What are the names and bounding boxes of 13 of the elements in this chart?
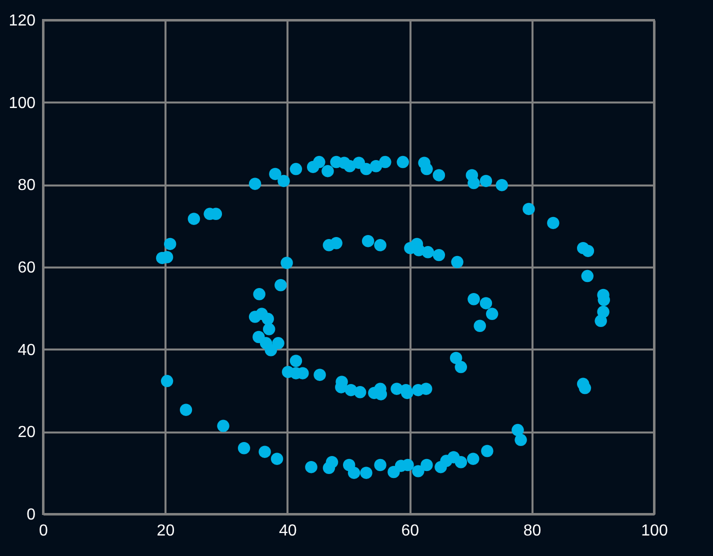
y-tick-label: 20: [18, 424, 36, 442]
y-tick-label: 120: [8, 12, 36, 30]
x-tick-label: 0: [39, 522, 48, 540]
x-tick-label: 80: [523, 522, 542, 540]
x-tick-label: 60: [401, 522, 420, 540]
x-tick-label: 100: [641, 522, 668, 540]
x-tick-label: 40: [279, 522, 297, 540]
y-tick-label: 80: [18, 177, 36, 194]
y-tick-label: 40: [18, 342, 36, 359]
x-tick-label: 20: [156, 522, 175, 540]
y-tick-label: 100: [8, 94, 36, 112]
y-tick-label: 60: [18, 260, 36, 276]
y-tick-label: 0: [26, 506, 36, 524]
